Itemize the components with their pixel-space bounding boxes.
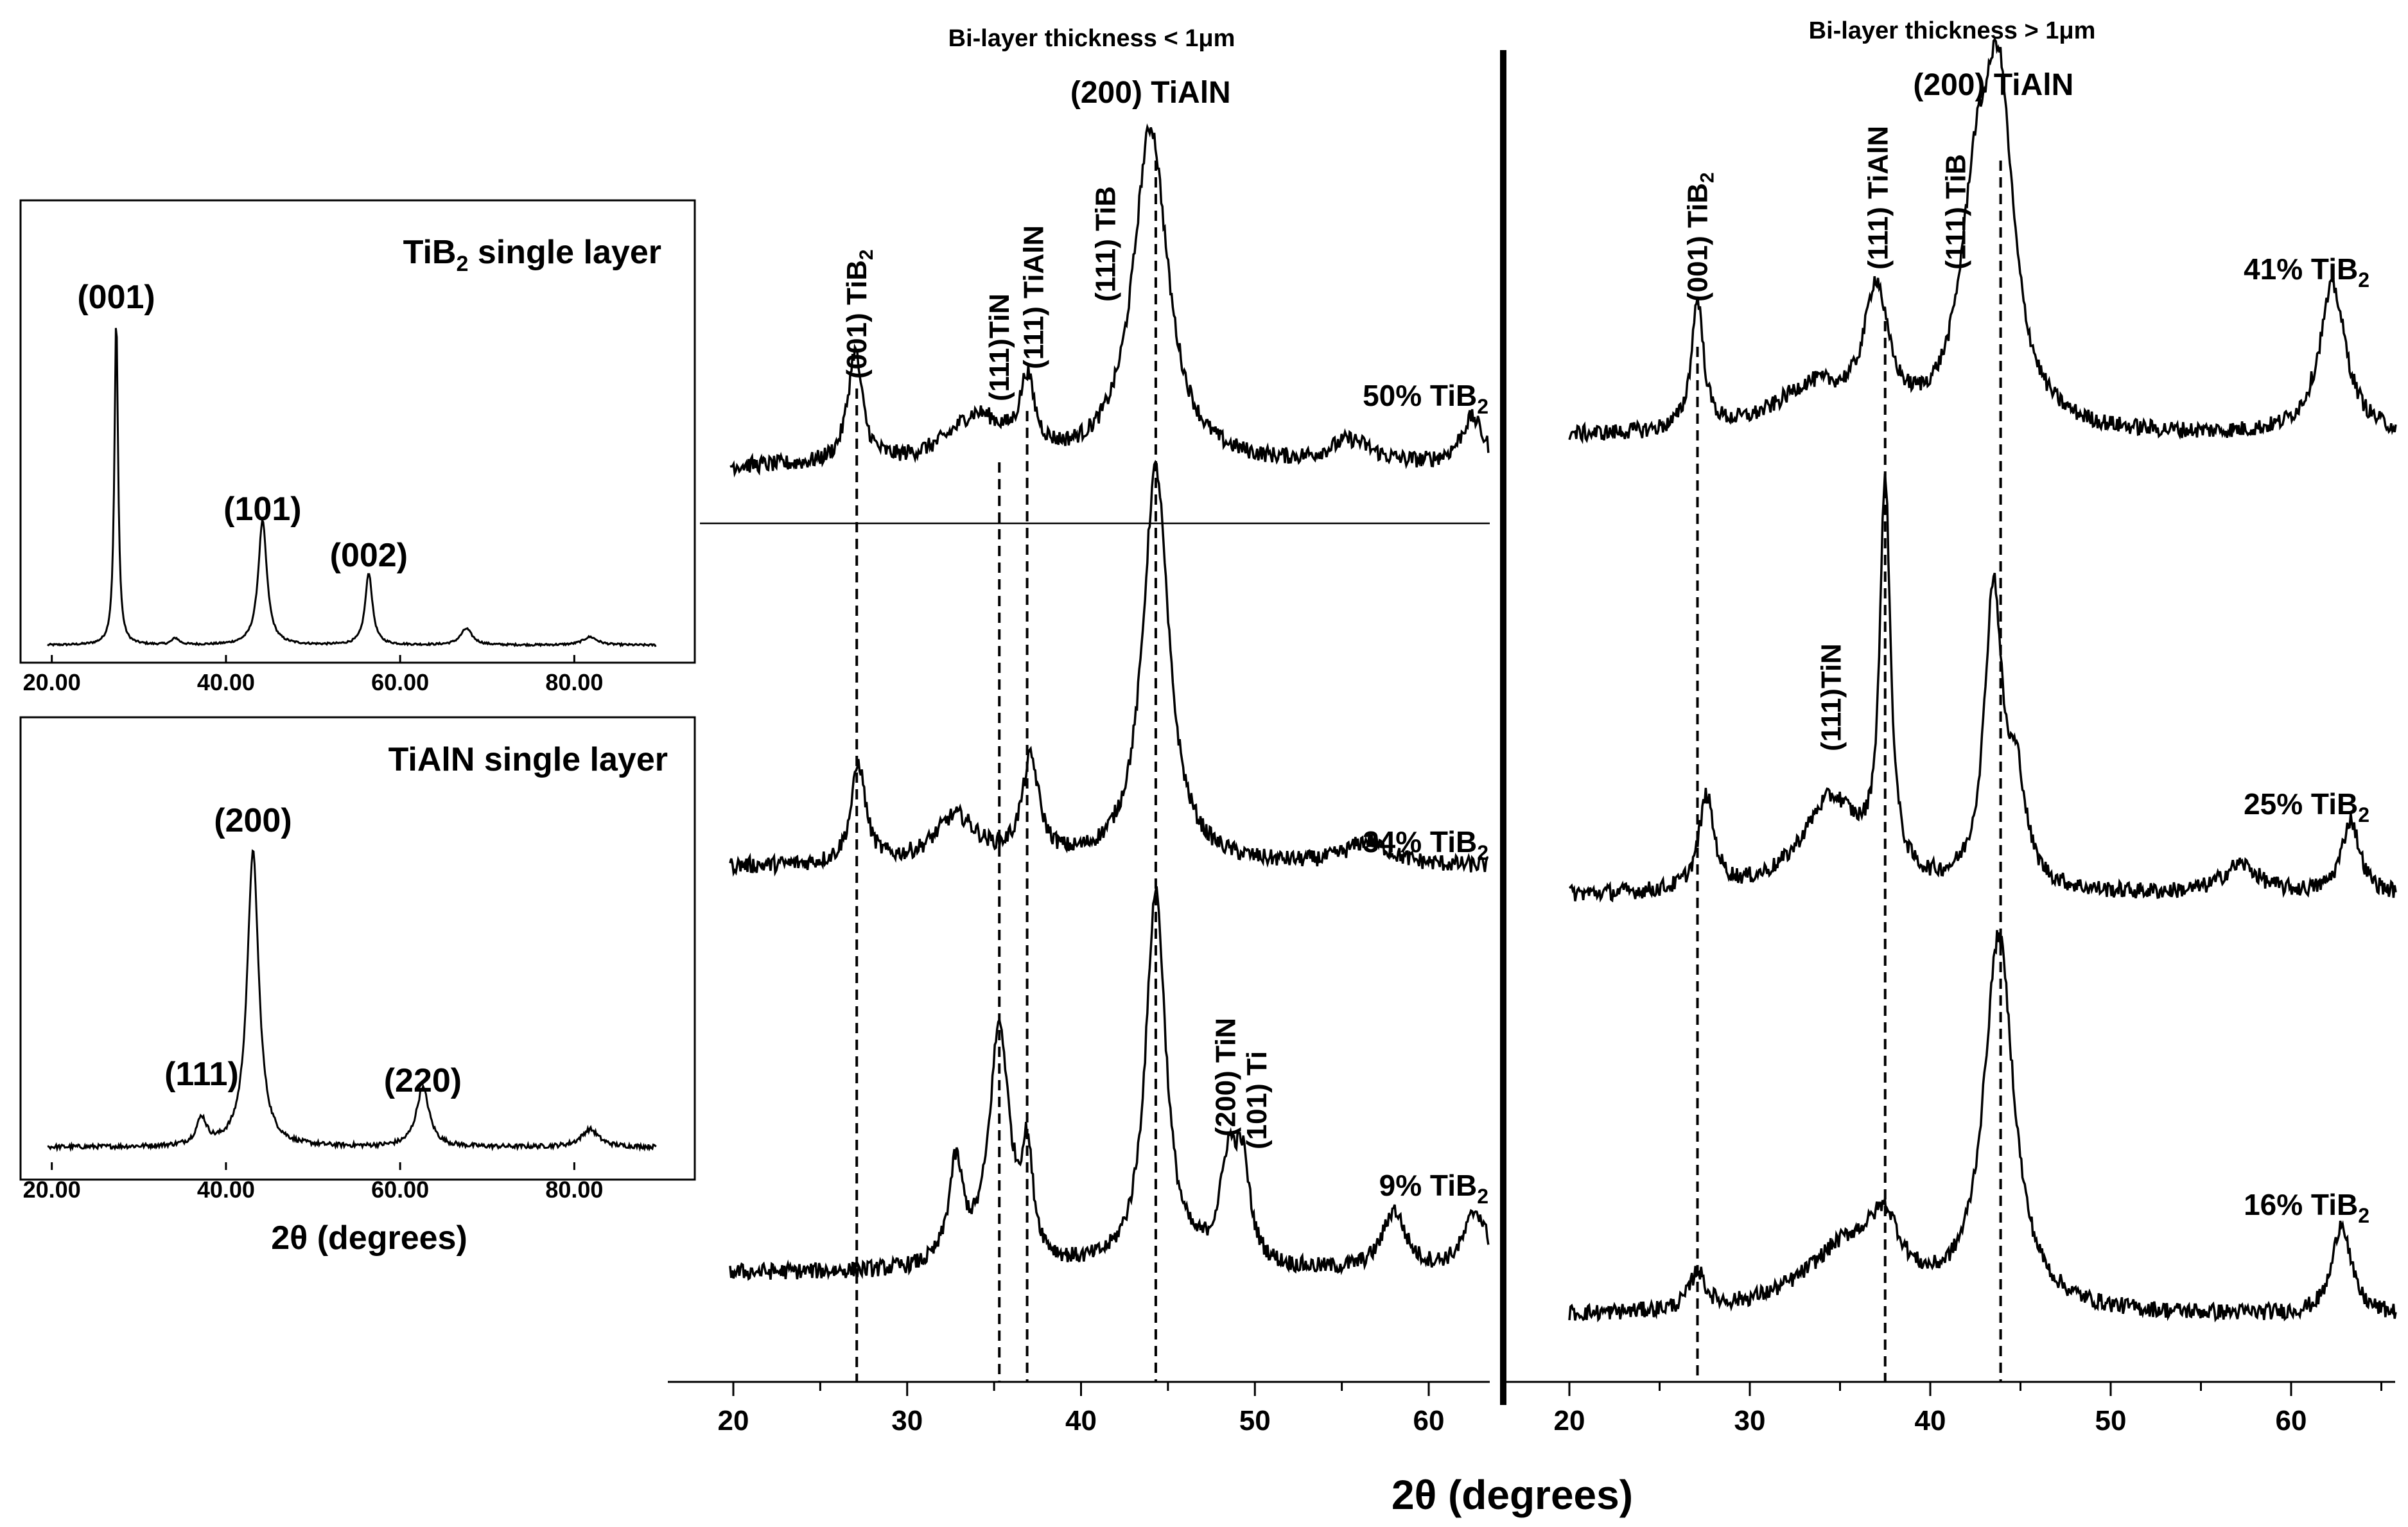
inset-tib2-peak-101-label: (101): [223, 491, 301, 528]
inset-tib2-peak-001-label: (001): [77, 279, 155, 316]
panel-thin-ann-200-tin: (200) TiN: [1210, 1018, 1242, 1137]
inset-tib2-title: TiB2 single layer: [403, 234, 661, 276]
panel-thick-series-41pct-label: 41% TiB2: [2244, 252, 2369, 292]
axis-tick-label: 60: [1413, 1405, 1445, 1436]
inset-tib2-trace: [47, 327, 657, 648]
inset-tick-label: 80.00: [545, 1176, 603, 1203]
panel-thick-ann-111-tialn: (111) TiAlN: [1863, 126, 1894, 270]
inset-tick-label: 20.00: [23, 1176, 81, 1203]
inset-tialn-peak-200-label: (200): [214, 802, 292, 839]
inset-tick-label: 80.00: [545, 669, 603, 695]
panel-thin-title: Bi-layer thickness < 1μm: [948, 25, 1235, 52]
axis-tick-label: 30: [891, 1405, 923, 1436]
inset-tialn-frame: [19, 716, 696, 1181]
panel-thin-ann-200-tialn: (200) TiAlN: [1070, 76, 1231, 110]
panel-thick-ann-111-tib: (111) TiB: [1940, 154, 1971, 270]
panel-thin-ann-101-ti: (101) Ti: [1241, 1051, 1273, 1149]
axis-tick-label: 40: [1915, 1405, 1946, 1436]
panel-thick-trace-25pct: [1569, 473, 2397, 903]
panel-thin-trace-34pct: [729, 460, 1489, 877]
panel-thin-ann-001-tib2: (001) TiB2: [841, 249, 877, 379]
inset-tib2-peak-002-label: (002): [330, 537, 408, 574]
panel-thin-series-9pct-label: 9% TiB2: [1379, 1169, 1488, 1208]
inset-tick-label: 60.00: [371, 1176, 429, 1203]
inset-tialn-trace: [47, 849, 657, 1153]
axis-tick-label: 50: [1239, 1405, 1271, 1436]
inset-tib2-chart: TiB2 single layer 20.00 40.00 60.00 80.00 (…: [19, 199, 696, 695]
axis-tick-label: 20: [718, 1405, 749, 1436]
panel-thin-trace-50pct: [729, 123, 1490, 478]
inset-tib2-frame: [19, 199, 696, 664]
inset-x-axis-title: 2θ (degrees): [271, 1219, 467, 1257]
panel-thin-series-50pct-label: 50% TiB2: [1363, 379, 1488, 418]
axis-tick-label: 50: [2095, 1405, 2127, 1436]
panel-thin-trace-9pct: [729, 886, 1490, 1281]
panel-thick-trace-41pct: [1568, 37, 2397, 444]
inset-tialn-chart: TiAlN single layer 20.00 40.00 60.00 80.00 …: [19, 716, 696, 1257]
panel-thin-ann-111-tib: (111) TiB: [1090, 186, 1121, 302]
panel-thin-series-34pct-label: 34% TiB2: [1363, 825, 1488, 864]
main-x-axis-title: 2θ (degrees): [1392, 1472, 1633, 1518]
panel-thin-ann-111-tialn: (111) TiAlN: [1018, 225, 1050, 369]
inset-tick-label: 20.00: [23, 669, 81, 695]
inset-tialn-peak-111-label: (111): [164, 1056, 239, 1093]
panel-thick-trace-16pct: [1568, 930, 2397, 1323]
inset-tialn-peak-220-label: (220): [384, 1062, 462, 1099]
panel-thick-ann-111-tin: (111)TiN: [1815, 643, 1847, 751]
panel-thick-chart: Bi-layer thickness > 1μm 41% TiB2 25% Ti…: [1506, 17, 2397, 1436]
panel-divider: [1500, 50, 1506, 1405]
inset-tick-label: 40.00: [197, 669, 255, 695]
panel-thick-title: Bi-layer thickness > 1μm: [1809, 17, 2096, 44]
inset-tick-label: 60.00: [371, 669, 429, 695]
axis-tick-label: 40: [1065, 1405, 1097, 1436]
axis-tick-label: 60: [2276, 1405, 2307, 1436]
panel-thick-series-16pct-label: 16% TiB2: [2244, 1188, 2369, 1227]
inset-tialn-title: TiAlN single layer: [388, 741, 668, 778]
panel-thick-series-25pct-label: 25% TiB2: [2244, 787, 2369, 826]
axis-tick-label: 30: [1734, 1405, 1766, 1436]
axis-tick-label: 20: [1554, 1405, 1585, 1436]
panel-thin-chart: Bi-layer thickness < 1μm 50% TiB2 34% Ti…: [668, 25, 1490, 1436]
inset-tick-label: 40.00: [197, 1176, 255, 1203]
panel-thick-ann-200-tialn: (200) TiAlN: [1913, 68, 2073, 102]
panel-thick-ann-001-tib2: (001) TiB2: [1682, 172, 1718, 302]
panel-thin-ann-111-tin: (111)TiN: [984, 293, 1015, 401]
